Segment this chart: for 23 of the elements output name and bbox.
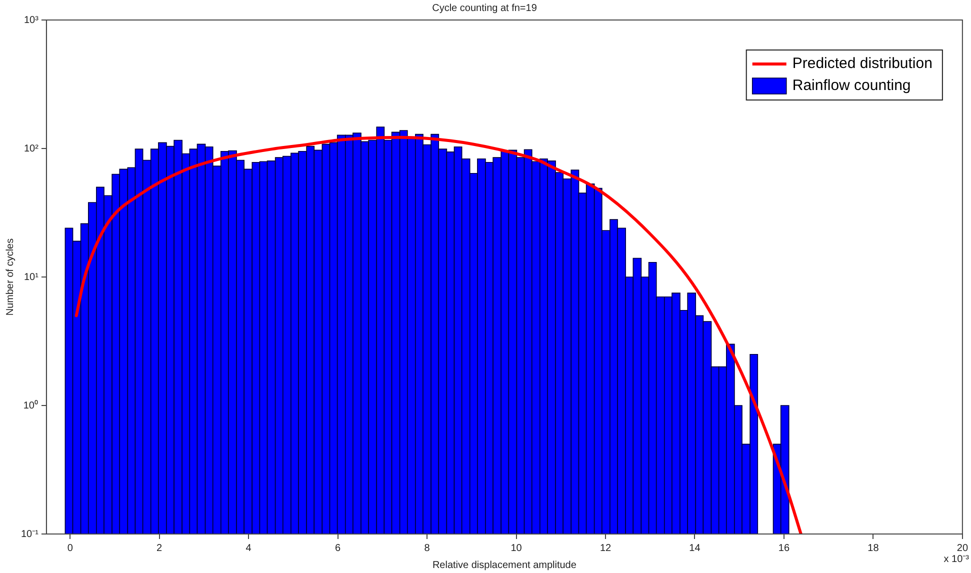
y-tick-label: 10⁻¹ [21, 528, 40, 540]
x-tick-label: 0 [67, 542, 74, 554]
x-tick-label: 16 [778, 542, 790, 554]
y-tick-label: 10² [24, 143, 40, 154]
legend-label: Predicted distribution [792, 55, 932, 72]
x-tick-label: 4 [246, 542, 252, 554]
x-tick-label: 14 [689, 542, 701, 554]
line-series [74, 136, 802, 534]
y-tick-label: 10¹ [24, 272, 40, 283]
text: x 10⁻³ [944, 554, 970, 565]
x-tick-label: 20 [956, 542, 968, 554]
x-tick-label: 18 [868, 542, 880, 554]
x-tick-label: 10 [510, 542, 522, 554]
x-tick-label: 12 [600, 542, 612, 554]
x-tick-label: 8 [424, 542, 430, 554]
x-tick-label: 6 [335, 542, 342, 554]
x-axis-title: Relative displacement amplitude [432, 560, 577, 571]
chart-title: Cycle counting at fn=19 [432, 2, 538, 14]
y-tick-label: 10⁰ [23, 399, 38, 412]
y-tick-label: 10³ [24, 14, 40, 26]
x-tick-label: 2 [156, 542, 163, 554]
legend-label: Rainflow counting [792, 77, 911, 94]
y-axis-title: Number of cycles [4, 238, 16, 316]
